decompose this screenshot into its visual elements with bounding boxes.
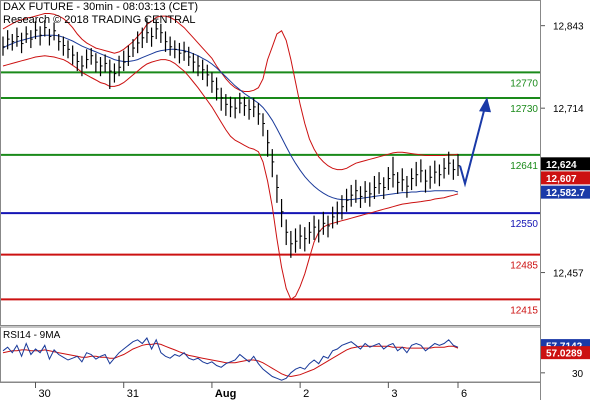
rsi-line [2, 337, 459, 381]
x-tick-label: 3 [391, 388, 397, 400]
rsi-title: RSI14 - 9MA [3, 330, 61, 341]
level-label-12485: 12485 [510, 261, 538, 272]
y-tick-label: 12,843 [553, 22, 584, 33]
x-tick-label: 2 [303, 388, 309, 400]
price-panel-frame [0, 0, 541, 326]
y-tick-label: 12,457 [553, 269, 584, 280]
forecast-arrow-head [479, 97, 491, 113]
level-label-12415: 12415 [510, 305, 538, 316]
forecast-arrow-line [459, 98, 488, 188]
x-axis: 30 31 Aug 2 3 6 [0, 0, 541, 400]
y-tick-label: 12,714 [553, 104, 584, 115]
moving-average-line [2, 34, 459, 201]
level-label-12730: 12730 [510, 104, 538, 115]
x-tick-label: 31 [127, 388, 139, 400]
level-label-12770: 12770 [510, 78, 538, 89]
bollinger-upper-line [2, 13, 459, 171]
rsi-ma-line [2, 342, 459, 378]
bollinger-lower-line [2, 55, 459, 301]
level-label-12550: 12550 [510, 219, 538, 230]
price-badge-ma: 12,582.7 [546, 188, 585, 199]
x-tick-label: Aug [215, 388, 236, 400]
price-badge-second: 12,607 [546, 174, 577, 185]
price-badge-second-bg [541, 171, 590, 185]
price-panel: 12,843 12,714 12,457 12770 12730 12641 12550 12… [0, 0, 590, 326]
rsi-y-tick-label: 30 [572, 369, 584, 380]
price-badge-ma-bg [541, 185, 590, 199]
rsi-ma-badge: 57.0289 [546, 349, 583, 360]
price-badge-last: 12,624 [546, 160, 577, 171]
level-label-12641: 12641 [510, 161, 538, 172]
chart-copyright: Research © 2018 TRADING CENTRAL [3, 14, 196, 26]
chart-title: DAX FUTURE - 30min - 08:03:13 (CET) [3, 1, 198, 13]
rsi-ma-badge-bg [541, 346, 590, 360]
x-tick-label: 6 [461, 388, 467, 400]
rsi-panel-frame [0, 326, 541, 383]
x-tick-label: 30 [39, 388, 51, 400]
price-badge-last-bg [541, 157, 590, 171]
